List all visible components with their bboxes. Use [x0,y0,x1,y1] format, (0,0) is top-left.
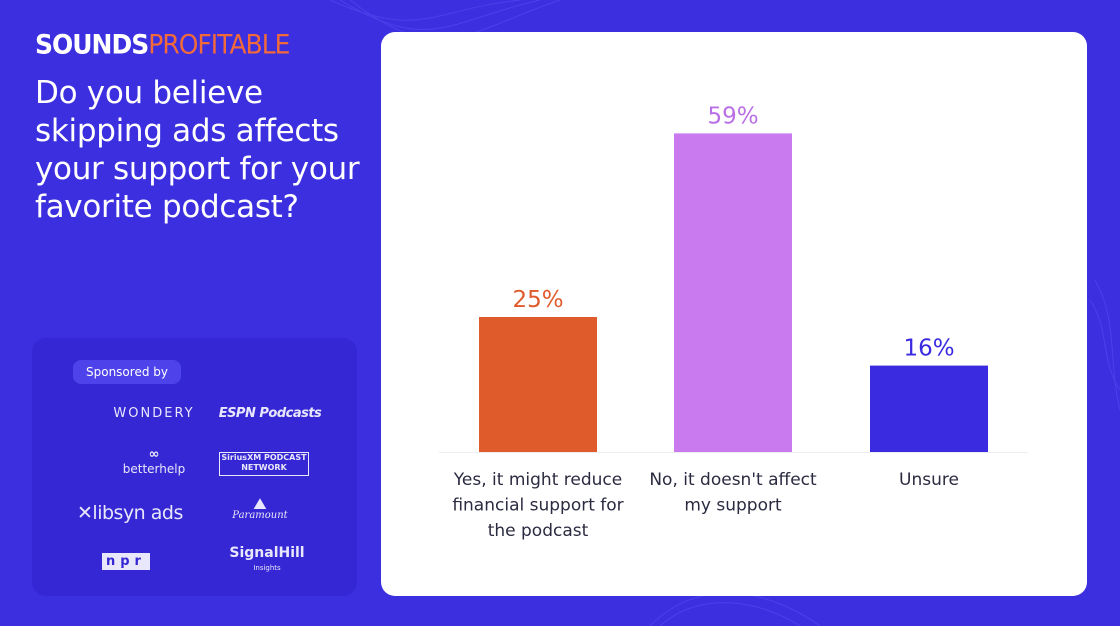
betterhelp-wordmark: betterhelp [122,462,186,476]
signalhill-wordmark: SignalHill [229,545,305,561]
value-label-3: 16% [903,336,954,362]
libsyn-mark-icon: ✕ [77,502,93,524]
npr-logo: npr [102,553,150,570]
brand-logo: SOUNDSPROFITABLE [35,29,290,61]
brand-logo-part1: SOUNDS [35,29,149,60]
siriusxm-logo-bottom: NETWORK [241,463,287,472]
category-label-2-line-2: my support [684,496,782,516]
paramount-wordmark: Paramount [232,510,288,521]
bar-chart: 25% Yes, it might reduce financial support… [439,103,1028,541]
sponsor-panel: Sponsored by WONDERY ESPN Podcasts ∞ bet… [32,338,357,596]
paramount-logo: ⛰ Paramount [210,494,310,522]
bar-3 [870,365,988,452]
category-label-2-line-1: No, it doesn't affect [649,470,817,490]
libsyn-ads-logo: ✕libsyn ads [77,502,197,524]
category-label-1-line-1: Yes, it might reduce [453,470,622,490]
category-label-3-line-1: Unsure [899,470,959,490]
siriusxm-logo-top: SiriusXM PODCAST [221,453,307,462]
signalhill-sub: Insights [253,564,281,572]
sponsored-by-label: Sponsored by [73,360,181,384]
siriusxm-podcast-network-logo: SiriusXM PODCAST NETWORK [219,452,309,476]
chart-card: 25% Yes, it might reduce financial support… [381,32,1087,596]
betterhelp-mark-icon: ∞ [148,447,160,462]
survey-question: Do you believe skipping ads affects your… [35,75,360,225]
bar-2 [674,133,792,452]
wondery-logo: WONDERY [113,406,195,421]
category-label-1-line-2: financial support for [452,496,623,516]
brand-logo-part2: PROFITABLE [148,29,290,60]
espn-podcasts-logo: ESPN Podcasts [218,406,322,421]
value-label-1: 25% [512,287,563,313]
category-label-1-line-3: the podcast [488,521,589,541]
betterhelp-logo: ∞ betterhelp [89,447,219,477]
bar-1 [479,317,597,452]
signalhill-insights-logo: SignalHill Insights [212,546,322,576]
paramount-mountain-icon: ⛰ [253,494,267,513]
libsyn-wordmark: libsyn ads [92,502,183,524]
value-label-2: 59% [707,103,758,129]
